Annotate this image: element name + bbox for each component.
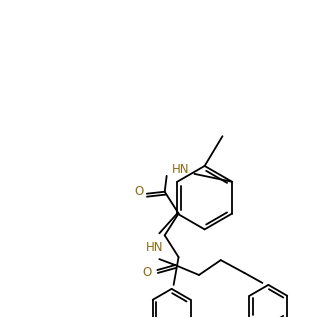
Text: O: O [134,185,144,198]
Text: HN: HN [172,163,189,176]
Text: HN: HN [146,241,163,254]
Text: O: O [143,266,152,280]
